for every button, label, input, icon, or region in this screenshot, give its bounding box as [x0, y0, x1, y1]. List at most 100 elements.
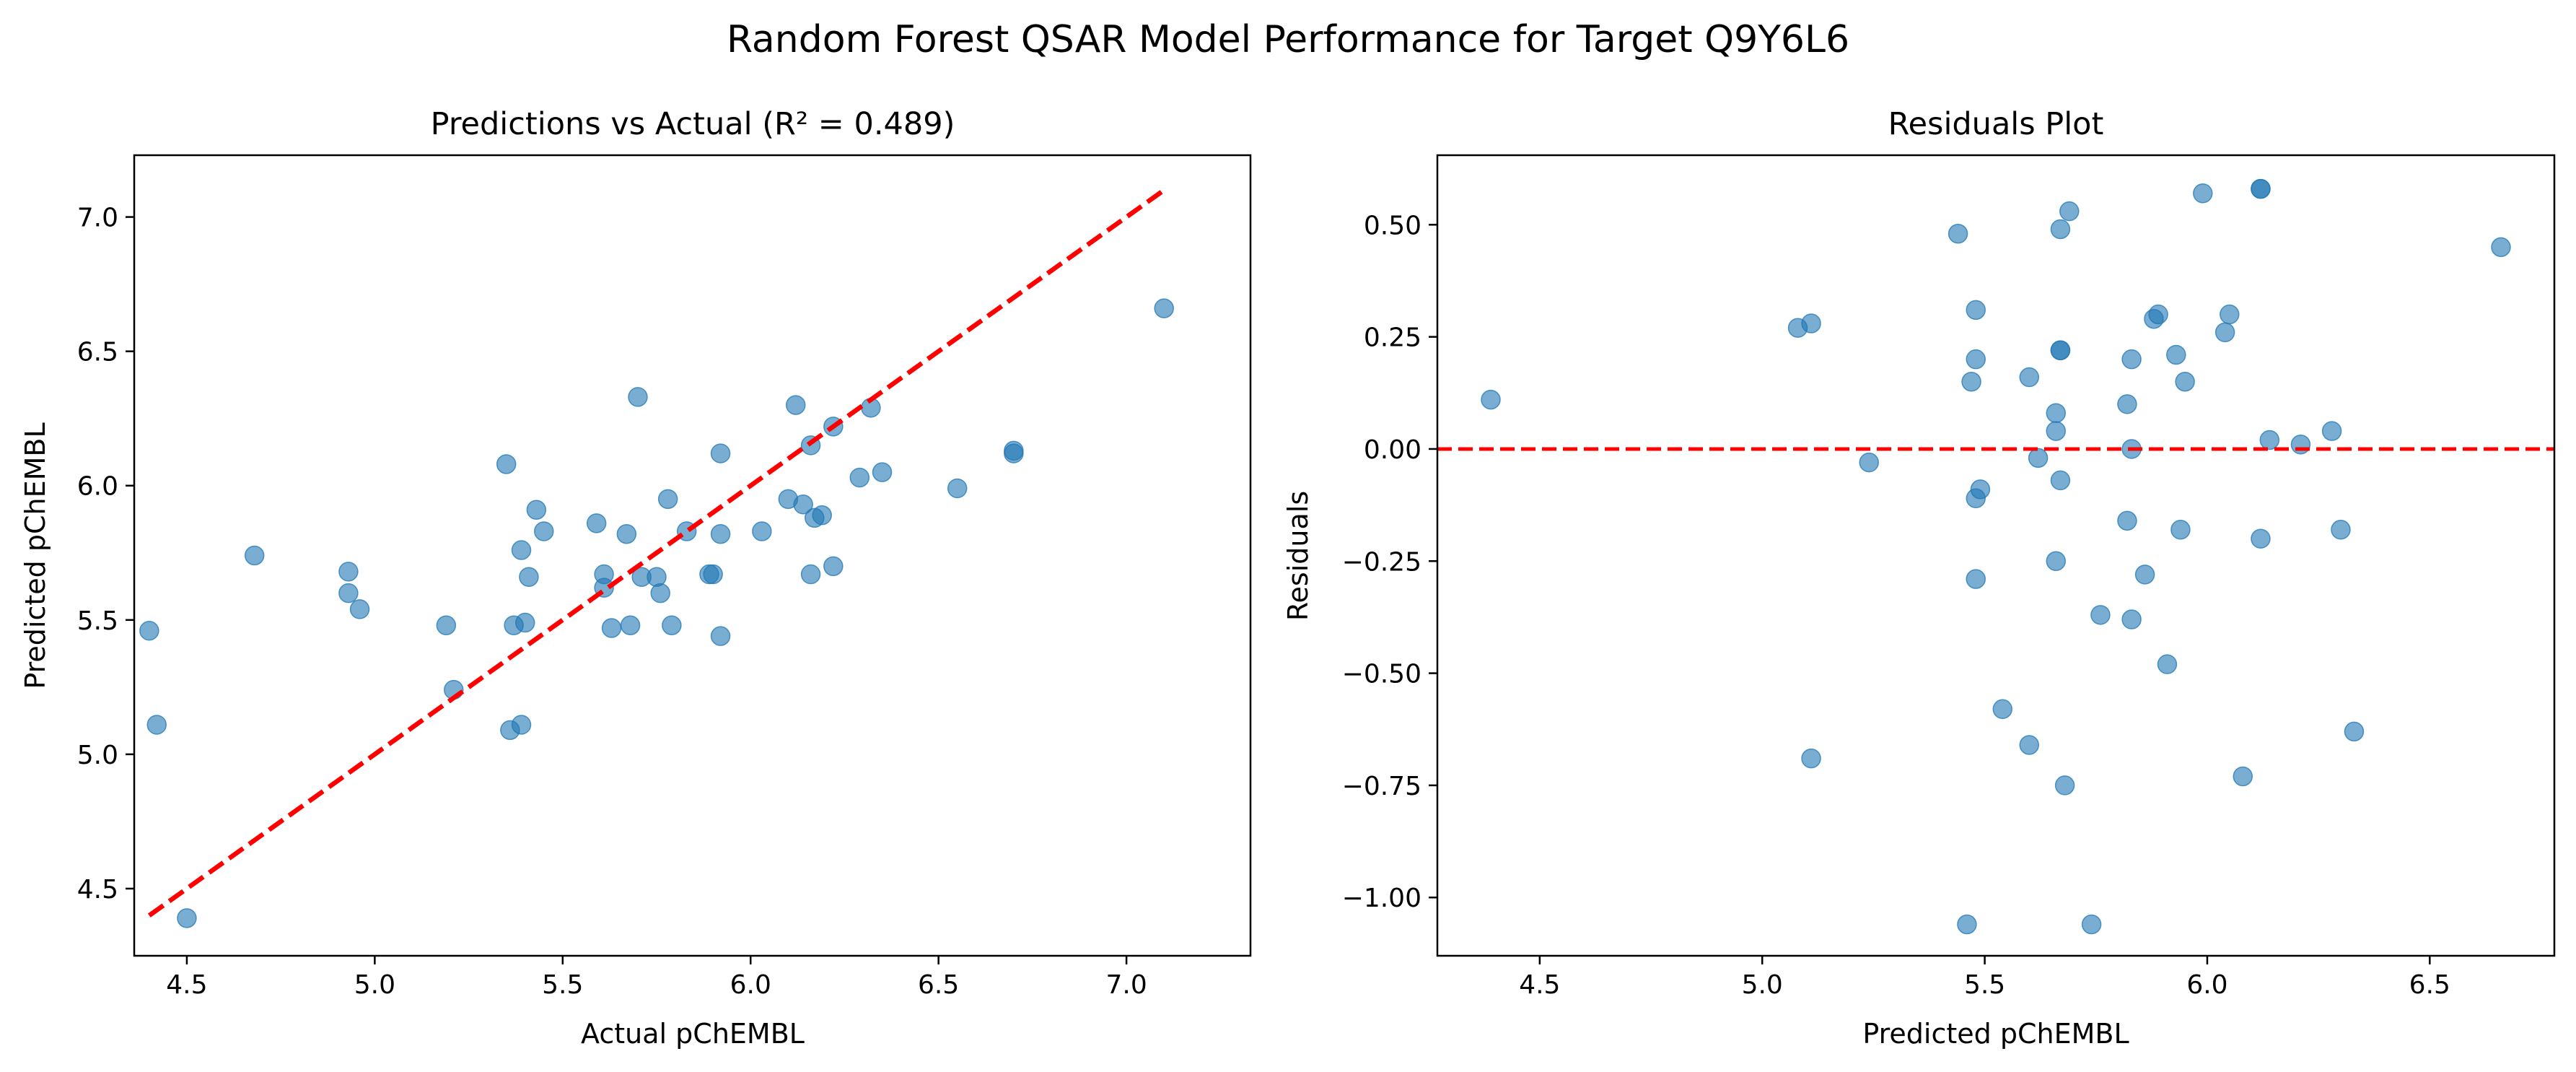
data-point: [514, 612, 535, 633]
data-point: [703, 564, 723, 585]
y-tick-label: −0.25: [1342, 547, 1421, 577]
data-point: [662, 615, 682, 636]
data-point: [2259, 430, 2280, 450]
y-tick-label: 0.00: [1364, 435, 1421, 465]
y-tick-label: −0.75: [1342, 772, 1421, 801]
reference-line: [147, 188, 1166, 918]
data-point: [586, 513, 607, 533]
data-point: [710, 443, 731, 463]
data-point: [2081, 914, 2102, 935]
data-point: [710, 523, 731, 544]
data-point: [657, 489, 678, 510]
ticks: 4.5 5.0 5.5 6.0 6.5 7.0 4.5 5.0 5.5 6.0 6.5 7.0: [77, 204, 1147, 1000]
data-point: [1948, 223, 1968, 244]
data-point: [1992, 699, 2013, 720]
data-point: [2157, 654, 2178, 674]
data-point: [793, 494, 813, 515]
data-point: [1481, 389, 1501, 410]
data-point: [2046, 551, 2067, 572]
data-point: [2220, 304, 2240, 325]
x-tick-label: 5.5: [1964, 970, 2005, 1000]
y-tick-label: 0.25: [1364, 323, 1421, 353]
x-axis-label: Predicted pChEMBL: [1862, 1018, 2129, 1050]
data-point: [2214, 322, 2235, 343]
data-point: [2059, 201, 2080, 222]
x-tick-label: 5.0: [1742, 970, 1783, 1000]
data-point: [2148, 304, 2168, 325]
data-point: [511, 540, 532, 560]
data-point: [1957, 914, 1977, 935]
data-point: [2331, 520, 2351, 540]
y-tick-label: 4.5: [77, 875, 118, 905]
x-tick-label: 6.0: [730, 970, 771, 1000]
y-tick-label: 6.5: [77, 338, 118, 367]
data-point: [2090, 605, 2111, 625]
data-point: [2019, 735, 2040, 755]
data-point: [1970, 479, 1991, 500]
data-point: [601, 618, 622, 638]
residuals-panel: Residuals Plot 4.5 5.0 5.5 6.0 6.5 0.50 0.25 0.…: [1282, 106, 2556, 1050]
data-point: [2251, 528, 2271, 549]
predictions-vs-actual-panel: Predictions vs Actual (R² = 0.489) 4.5 5.…: [19, 106, 1252, 1050]
data-point: [616, 523, 637, 544]
data-point: [785, 395, 806, 415]
data-point: [338, 583, 359, 603]
data-point: [1859, 452, 1879, 473]
data-point: [947, 478, 968, 499]
x-tick-label: 7.0: [1105, 970, 1147, 1000]
plot-frame: [1436, 154, 2556, 957]
data-point: [752, 521, 772, 541]
data-point: [2046, 403, 2067, 423]
data-point: [2491, 237, 2511, 258]
data-point: [139, 620, 159, 641]
data-point: [849, 467, 870, 488]
data-point: [823, 556, 844, 577]
y-tick-label: 7.0: [77, 204, 118, 233]
scatter-points: [139, 298, 1174, 928]
data-point: [2050, 470, 2071, 491]
data-point: [1801, 748, 1821, 769]
y-tick-label: −1.00: [1342, 884, 1421, 913]
x-axis-label: Actual pChEMBL: [581, 1018, 805, 1050]
plot-frame: [133, 154, 1252, 957]
data-point: [2121, 609, 2142, 629]
data-point: [872, 462, 893, 482]
data-point: [800, 564, 821, 585]
data-point: [2054, 775, 2075, 796]
panel-title: Residuals Plot: [1888, 106, 2104, 142]
data-point: [146, 715, 167, 735]
data-point: [2166, 344, 2186, 365]
data-point: [628, 387, 648, 407]
data-point: [2046, 421, 2067, 441]
data-point: [1966, 569, 1986, 589]
data-point: [650, 583, 670, 603]
data-point: [620, 615, 641, 636]
x-tick-label: 4.5: [1519, 970, 1560, 1000]
ticks: 4.5 5.0 5.5 6.0 6.5 0.50 0.25 0.00 −0.25 −0.50 −0.…: [1342, 211, 2450, 1000]
data-point: [2019, 367, 2040, 388]
y-tick-label: 5.0: [77, 741, 118, 770]
data-point: [519, 567, 539, 588]
x-tick-label: 6.5: [2409, 970, 2450, 1000]
data-point: [1801, 313, 1821, 334]
x-tick-label: 6.0: [2186, 970, 2227, 1000]
data-point: [534, 521, 554, 541]
data-point: [526, 500, 547, 520]
data-point: [2050, 219, 2071, 240]
scatter-points: [1481, 178, 2511, 935]
data-point: [511, 715, 532, 735]
data-point: [338, 562, 359, 582]
x-tick-label: 4.5: [166, 970, 207, 1000]
data-point: [2134, 565, 2155, 585]
data-point: [1966, 349, 1986, 370]
data-point: [436, 615, 457, 636]
data-point: [177, 908, 197, 928]
data-point: [1961, 372, 1981, 392]
data-point: [812, 505, 832, 526]
data-point: [2344, 721, 2365, 742]
data-point: [2290, 434, 2311, 455]
data-point: [496, 454, 517, 474]
data-point: [710, 626, 731, 646]
x-tick-label: 5.0: [354, 970, 395, 1000]
